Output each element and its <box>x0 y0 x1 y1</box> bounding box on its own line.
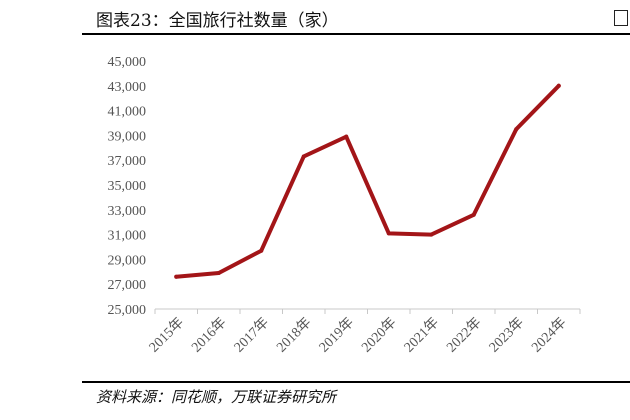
y-tick-label: 27,000 <box>108 278 147 293</box>
data-point <box>174 274 179 279</box>
y-tick-label: 31,000 <box>108 229 147 244</box>
y-tick-label: 25,000 <box>108 303 147 318</box>
chart-title: 图表23：全国旅行社数量（家） <box>96 11 339 31</box>
y-tick-label: 41,000 <box>108 105 147 120</box>
x-tick-label: 2020年 <box>359 315 400 356</box>
x-tick-label: 2016年 <box>189 315 230 356</box>
x-tick-label: 2024年 <box>529 315 570 356</box>
y-axis: 25,000 27,000 29,000 31,000 33,000 35,000 37,0… <box>108 55 147 318</box>
x-tick-label: 2022年 <box>444 315 485 356</box>
x-axis: 2015年 2016年 2017年 2018年 2019年 2020年 2021年 2022年… <box>146 308 581 356</box>
data-point <box>259 248 264 253</box>
y-tick-label: 35,000 <box>108 179 147 194</box>
data-point <box>386 231 391 236</box>
y-tick-label: 39,000 <box>108 129 147 144</box>
data-point <box>471 212 476 217</box>
y-tick-label: 43,000 <box>108 80 147 95</box>
y-tick-label: 37,000 <box>108 154 147 169</box>
x-tick-label: 2018年 <box>274 315 315 356</box>
corner-box-icon <box>614 10 628 26</box>
y-tick-label: 29,000 <box>108 253 147 268</box>
y-tick-label: 33,000 <box>108 204 147 219</box>
data-point <box>514 127 519 132</box>
data-point <box>344 134 349 139</box>
y-tick-label: 45,000 <box>108 55 147 70</box>
x-tick-label: 2015年 <box>146 315 187 356</box>
data-point <box>429 232 434 237</box>
series-line <box>174 83 561 279</box>
x-tick-label: 2019年 <box>316 315 357 356</box>
series-group <box>174 83 561 279</box>
x-tick-label: 2017年 <box>231 315 272 356</box>
title-divider <box>82 33 630 35</box>
data-point <box>216 271 221 276</box>
x-tick-label: 2023年 <box>486 315 527 356</box>
data-point <box>301 154 306 159</box>
source-note: 资料来源：同花顺，万联证券研究所 <box>96 388 337 406</box>
x-tick-label: 2021年 <box>401 315 442 356</box>
footer-divider <box>82 381 630 383</box>
data-point <box>556 83 561 88</box>
